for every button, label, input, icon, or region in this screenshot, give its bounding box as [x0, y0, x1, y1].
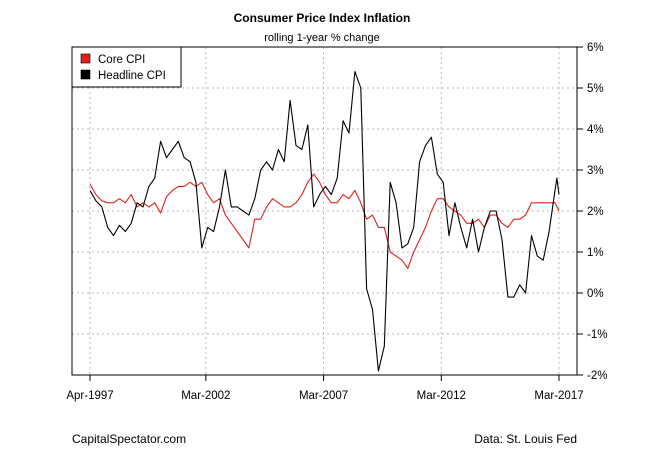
series-lines	[89, 71, 560, 372]
chart-subtitle: rolling 1-year % change	[264, 32, 380, 44]
y-tick-label: -1%	[587, 329, 607, 341]
legend-label-core-cpi: Core CPI	[98, 54, 145, 66]
legend-label-headline-cpi: Headline CPI	[98, 70, 166, 82]
footer-source-right: Data: St. Louis Fed	[474, 432, 577, 446]
x-tick-label: Apr-1997	[66, 390, 113, 402]
footer-source-left: CapitalSpectator.com	[72, 432, 186, 446]
y-tick-label: 1%	[587, 247, 604, 259]
y-tick-label: 2%	[587, 206, 604, 218]
x-tick-label: Mar-2017	[534, 390, 583, 402]
x-tick-label: Mar-2007	[299, 390, 348, 402]
y-axis: -2% -1% 0% 1% 2% 3% 4% 5% 6%	[576, 42, 607, 382]
chart-title: Consumer Price Index Inflation	[234, 11, 411, 25]
y-tick-label: -2%	[587, 370, 607, 382]
y-tick-label: 5%	[587, 83, 604, 95]
y-tick-label: 4%	[587, 124, 604, 136]
legend-box	[71, 46, 182, 88]
series-line-headline-cpi	[89, 71, 560, 372]
legend: Core CPI Headline CPI	[71, 46, 182, 88]
x-axis: Apr-1997 Mar-2002 Mar-2007 Mar-2012 Mar-2017	[66, 374, 584, 402]
y-tick-label: 0%	[587, 288, 604, 300]
gridlines	[72, 46, 577, 376]
x-tick-label: Mar-2012	[417, 390, 466, 402]
legend-swatch-core-cpi	[80, 53, 91, 64]
x-tick-label: Mar-2002	[181, 390, 230, 402]
y-tick-label: 6%	[587, 42, 604, 54]
series-line-core-cpi	[89, 173, 560, 269]
legend-swatch-headline-cpi	[80, 69, 91, 80]
y-tick-label: 3%	[587, 165, 604, 177]
